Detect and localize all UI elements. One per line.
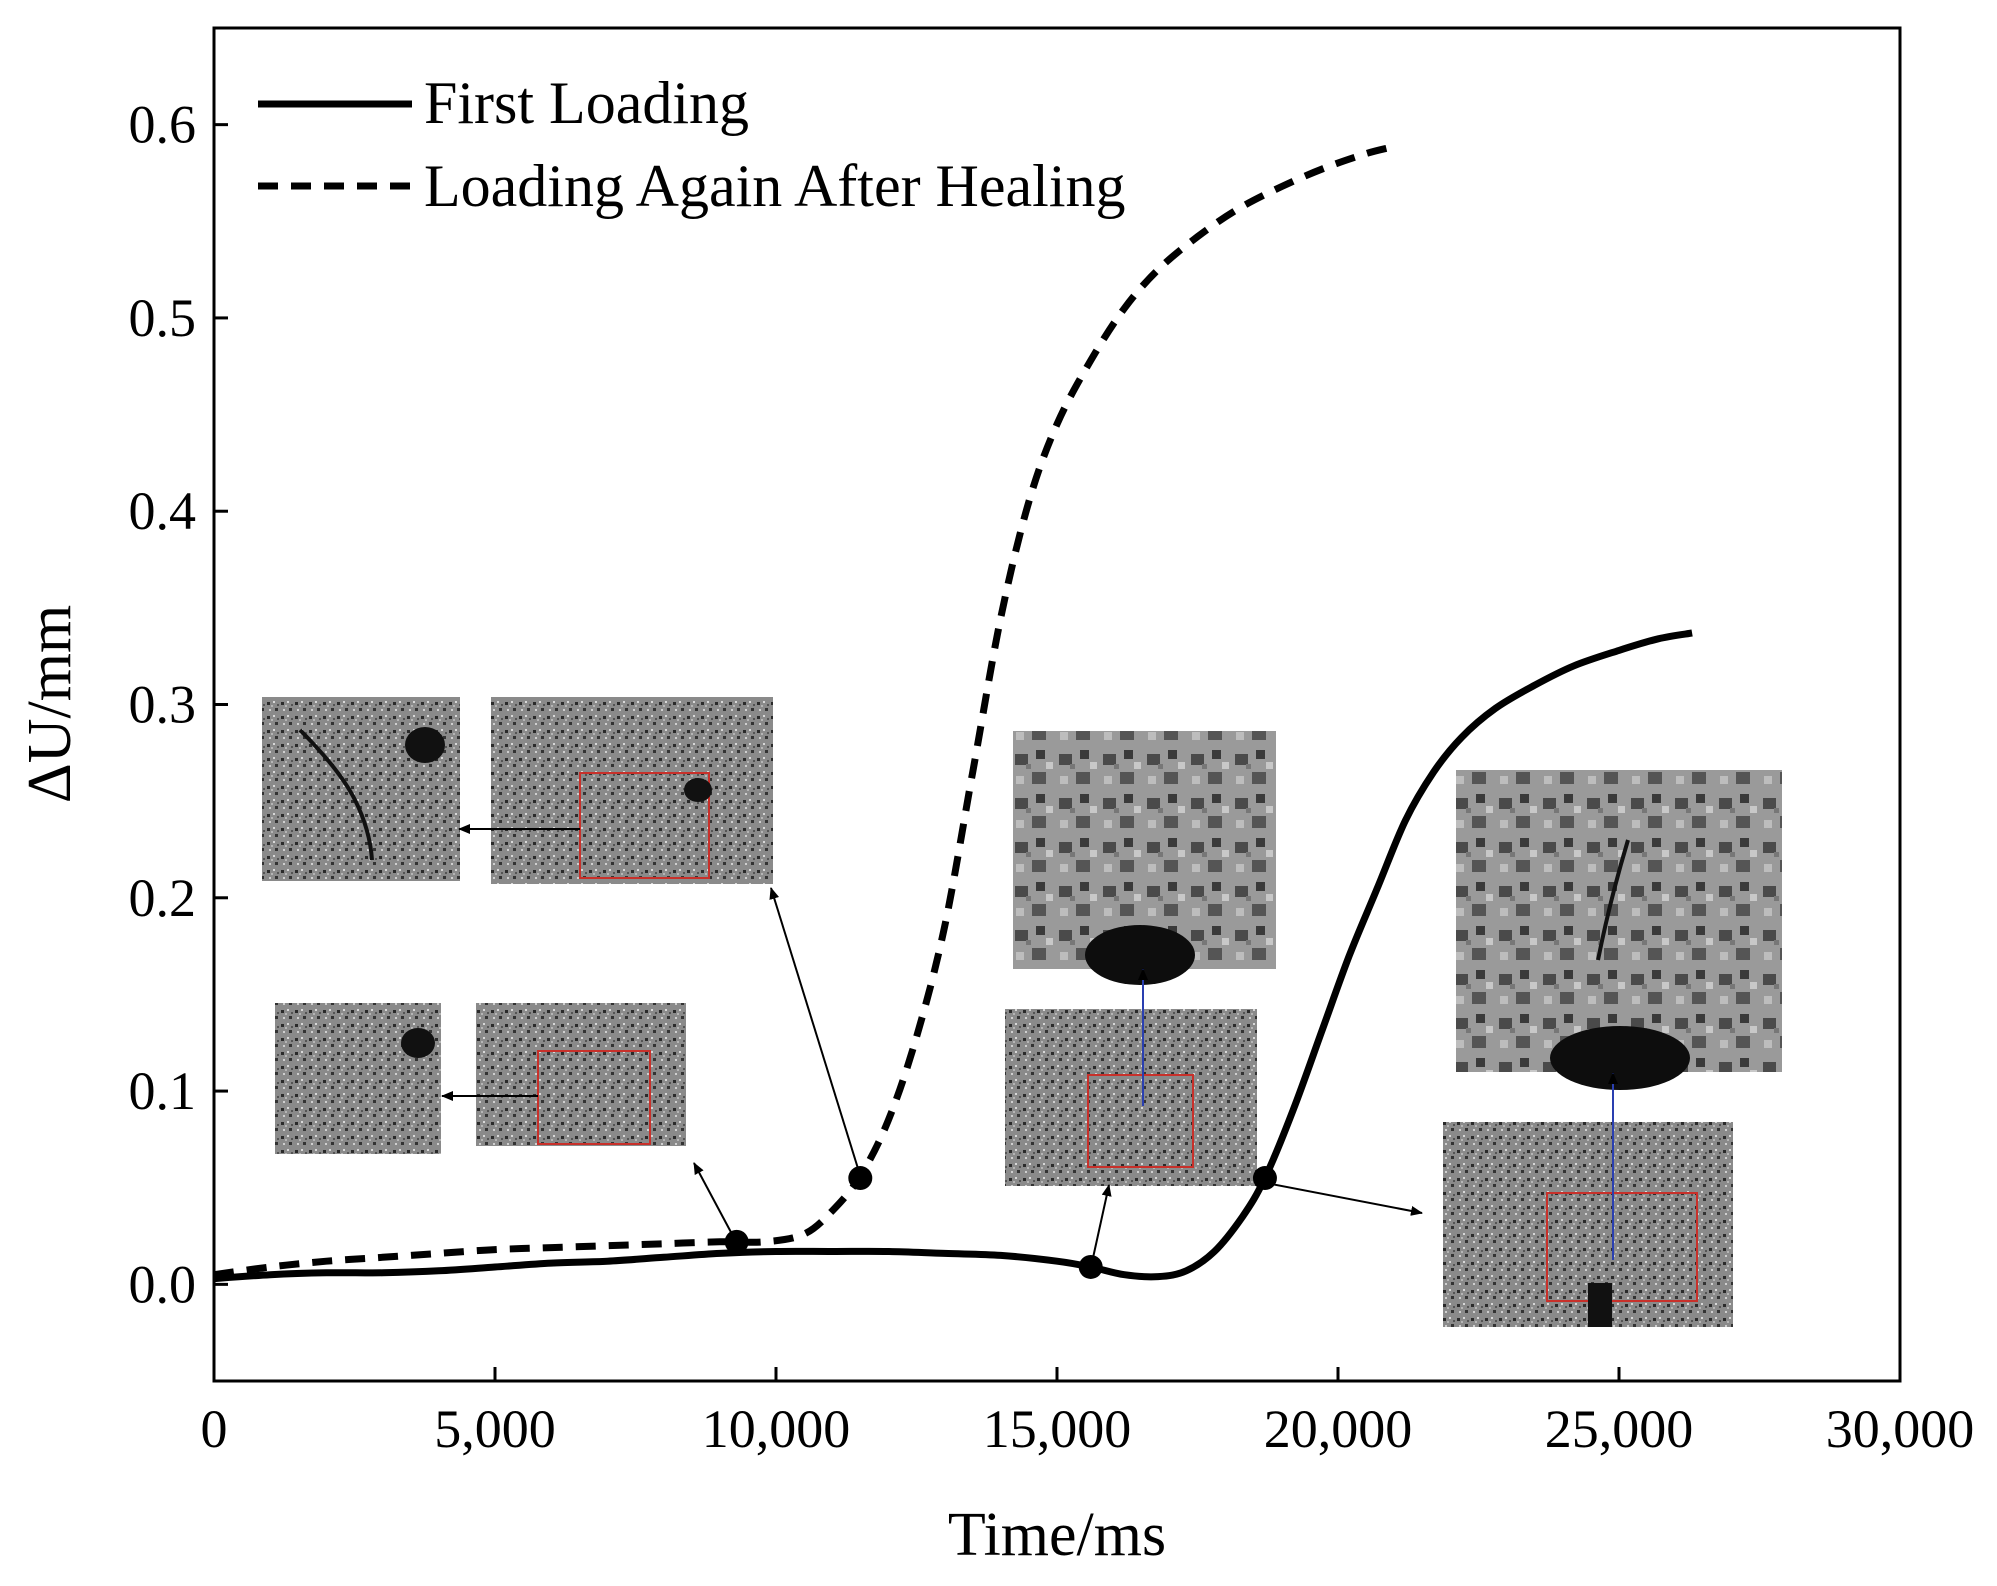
legend: First Loading Loading Again After Healin… <box>258 70 1125 219</box>
data-point-marker <box>1078 1254 1103 1279</box>
y-axis-title: ΔU/mm <box>16 605 84 803</box>
void-spot <box>401 1028 435 1058</box>
annotation-arrow <box>769 887 861 1176</box>
void-spot <box>1588 1283 1612 1327</box>
region-box <box>537 1050 651 1145</box>
micrograph-inset <box>1005 1009 1257 1186</box>
x-axis-title: Time/ms <box>948 1501 1166 1569</box>
micrograph-inset <box>275 1003 441 1154</box>
region-box <box>1546 1192 1698 1302</box>
data-point-marker <box>848 1166 873 1191</box>
y-tick-label: 0.1 <box>129 1061 197 1121</box>
series-line-loading-again <box>213 144 1390 1279</box>
annotation-arrow <box>1265 1182 1423 1216</box>
crack-line <box>298 728 374 861</box>
micrograph-inset <box>1456 770 1782 1072</box>
legend-label: First Loading <box>424 70 749 136</box>
crack-line <box>1596 839 1630 961</box>
micrograph-inset <box>476 1003 686 1146</box>
x-tick-label: 10,000 <box>702 1399 851 1459</box>
y-tick-label: 0.2 <box>129 868 197 928</box>
region-box <box>1087 1074 1194 1168</box>
x-axis-ticks: 0 5,000 10,000 15,000 20,000 25,000 30,000 <box>201 1367 1975 1459</box>
legend-label: Loading Again After Healing <box>424 153 1125 219</box>
x-tick-label: 0 <box>201 1399 228 1459</box>
data-point-marker <box>1252 1166 1277 1191</box>
micrograph-inset <box>491 697 773 884</box>
region-box <box>579 772 710 879</box>
y-tick-label: 0.4 <box>129 481 197 541</box>
x-tick-label: 5,000 <box>434 1399 556 1459</box>
void-spot <box>405 727 445 763</box>
y-tick-label: 0.3 <box>129 675 197 735</box>
micrograph-inset <box>262 697 460 881</box>
void-spot <box>684 778 712 802</box>
series-layer <box>213 144 1693 1283</box>
y-tick-label: 0.5 <box>129 288 197 348</box>
data-point-marker <box>724 1229 749 1254</box>
void-spot <box>1550 1026 1690 1090</box>
x-tick-label: 20,000 <box>1264 1399 1413 1459</box>
marker-layer <box>724 1166 1277 1279</box>
y-tick-label: 0.6 <box>129 95 197 155</box>
y-axis-ticks: 0.0 0.1 0.2 0.3 0.4 0.5 0.6 <box>129 95 228 1314</box>
annotation-arrows <box>441 824 1618 1268</box>
series-line-first-loading <box>213 629 1693 1283</box>
void-spot <box>1085 925 1195 985</box>
inset-images <box>262 697 1782 1327</box>
annotation-arrow <box>1090 1184 1112 1268</box>
annotation-arrow <box>693 1162 734 1237</box>
y-tick-label: 0.0 <box>129 1254 197 1314</box>
x-tick-label: 15,000 <box>983 1399 1132 1459</box>
x-tick-label: 25,000 <box>1545 1399 1694 1459</box>
x-tick-label: 30,000 <box>1826 1399 1975 1459</box>
